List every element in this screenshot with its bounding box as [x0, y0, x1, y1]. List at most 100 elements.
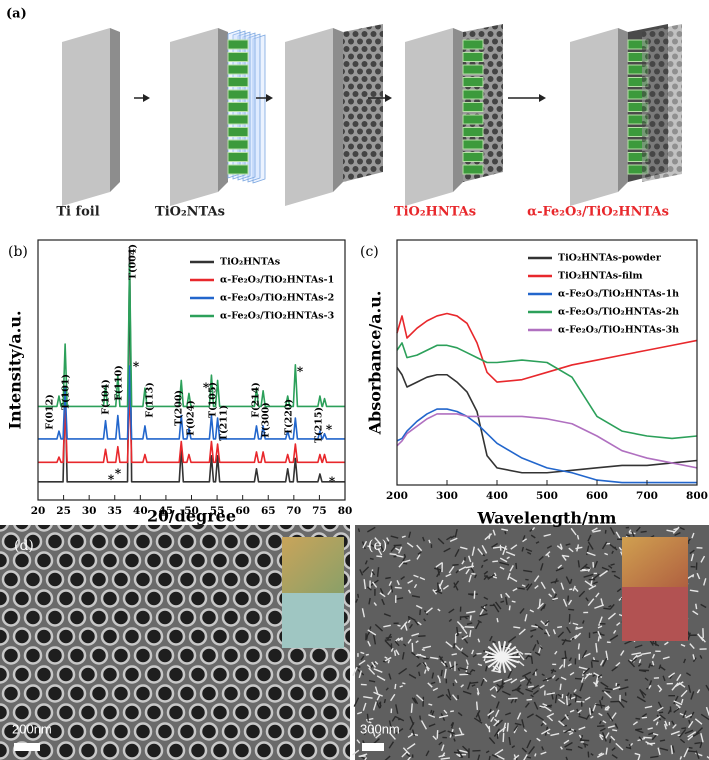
needle — [641, 651, 652, 656]
needle — [568, 657, 573, 662]
needle — [372, 581, 378, 588]
needle — [476, 652, 482, 655]
legend-label: α-Fe₂O₃/TiO₂HNTAs-1 — [220, 275, 334, 286]
needle — [484, 533, 493, 541]
needle — [501, 690, 511, 696]
needle — [632, 721, 638, 726]
needle — [383, 613, 391, 617]
needle — [561, 657, 568, 660]
needle — [538, 555, 544, 561]
needle — [597, 725, 605, 728]
needle — [628, 743, 632, 750]
needle — [533, 575, 540, 583]
needle — [692, 732, 700, 738]
needle — [419, 576, 426, 581]
needle — [416, 662, 422, 668]
needle — [372, 701, 377, 711]
needle — [371, 570, 376, 576]
needle — [491, 754, 499, 759]
nanotube — [462, 52, 484, 62]
needle — [602, 720, 607, 724]
needle — [598, 752, 603, 756]
needle — [388, 732, 396, 740]
needle — [450, 535, 455, 539]
needle — [427, 682, 433, 688]
needle — [403, 643, 407, 647]
needle — [436, 568, 443, 578]
needle — [590, 752, 594, 756]
needle — [534, 753, 537, 757]
needle — [379, 588, 384, 595]
needle — [501, 656, 512, 672]
needle — [390, 545, 396, 553]
needle — [485, 750, 490, 754]
needle — [494, 709, 500, 718]
needle — [526, 583, 533, 591]
needle — [652, 732, 659, 736]
needle — [407, 756, 412, 760]
needle — [383, 624, 391, 628]
needle — [493, 572, 497, 577]
needle — [495, 601, 502, 610]
needle — [527, 685, 534, 688]
data-line — [38, 247, 345, 483]
needle — [593, 672, 603, 678]
inset-photo — [622, 587, 688, 641]
needle — [563, 739, 570, 745]
needle — [678, 682, 686, 688]
needle — [450, 721, 454, 727]
needle — [505, 592, 511, 599]
needle — [420, 720, 428, 730]
needle — [527, 551, 532, 555]
needle — [558, 664, 564, 670]
needle — [437, 537, 445, 545]
needle — [529, 609, 534, 613]
needle — [451, 732, 454, 737]
needle — [574, 632, 582, 640]
peak-label: * — [329, 475, 336, 489]
needle — [507, 635, 517, 643]
needle — [362, 702, 367, 711]
needle — [688, 746, 693, 749]
needle — [525, 688, 533, 693]
needle — [432, 687, 439, 692]
panel-label: (a) — [6, 7, 27, 22]
needle — [599, 633, 605, 637]
needle — [570, 728, 575, 731]
needle — [603, 607, 611, 610]
x-tick-label: 45 — [159, 505, 174, 517]
peak-label: T(215) — [314, 407, 325, 443]
legend-label: α-Fe₂O₃/TiO₂HNTAs-1h — [558, 289, 679, 300]
needle — [370, 544, 376, 548]
x-tick-label: 500 — [536, 490, 558, 502]
needle — [635, 728, 643, 731]
needle — [517, 660, 525, 667]
needle — [587, 598, 595, 606]
arrow-head — [385, 94, 392, 102]
needle — [638, 736, 643, 741]
needle — [499, 566, 505, 570]
data-line — [396, 312, 698, 383]
plate-side — [110, 28, 120, 192]
needle — [659, 739, 666, 742]
needle — [422, 662, 427, 668]
needle — [588, 707, 592, 716]
needle — [624, 640, 632, 645]
needle — [375, 700, 381, 709]
needle — [437, 694, 444, 699]
needle — [397, 546, 403, 554]
needle — [366, 664, 372, 669]
needle — [548, 716, 554, 722]
needle — [360, 755, 367, 760]
needle — [400, 576, 406, 580]
needle — [696, 572, 701, 580]
needle — [445, 573, 452, 578]
needle — [395, 547, 400, 551]
needle — [461, 635, 469, 640]
needle — [609, 603, 615, 610]
needle — [513, 754, 520, 760]
data-line — [396, 342, 698, 440]
needle — [422, 536, 425, 542]
needle — [611, 550, 614, 554]
needle — [551, 674, 556, 679]
